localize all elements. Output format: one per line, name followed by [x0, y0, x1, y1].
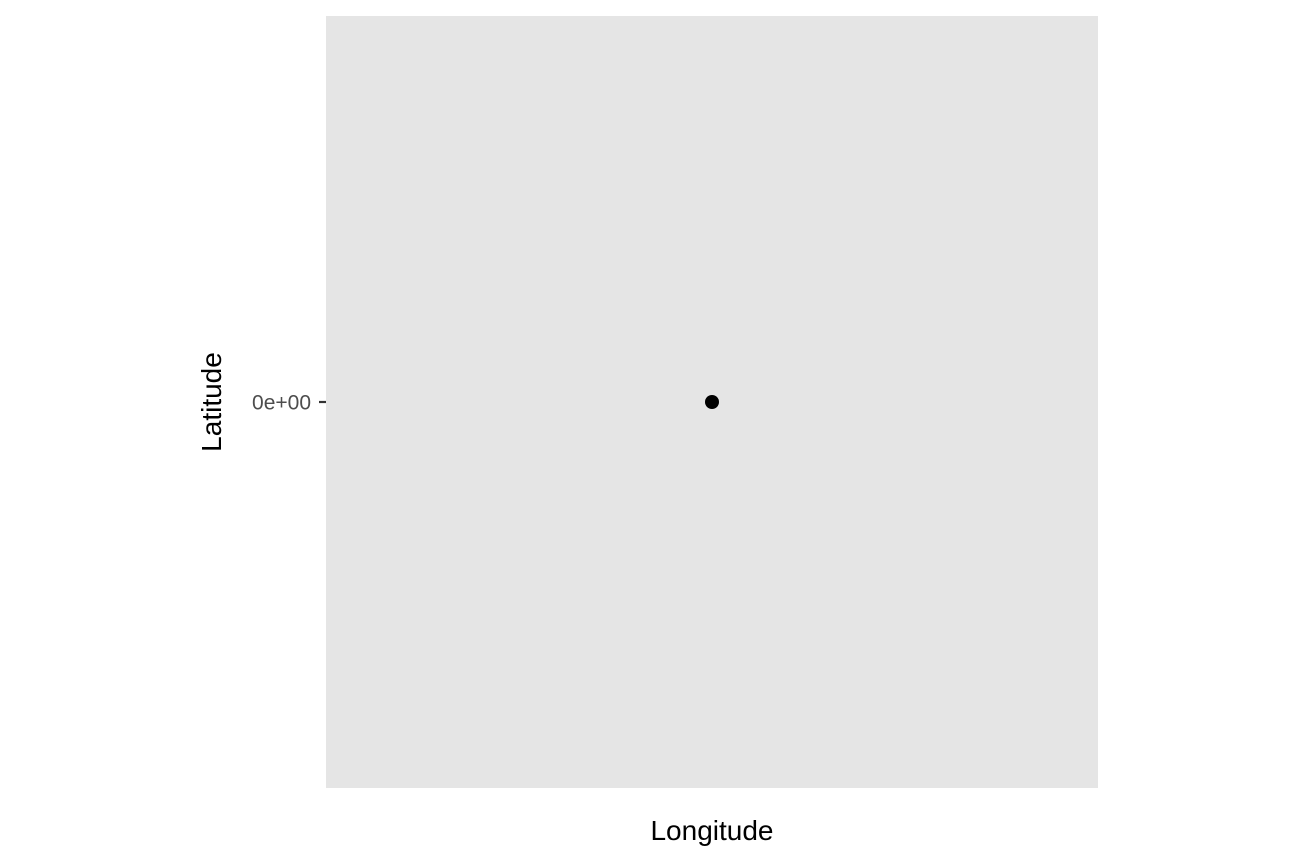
scatter-points — [705, 395, 719, 409]
y-axis-title: Latitude — [196, 352, 227, 452]
y-axis-ticks: 0e+00 — [252, 391, 326, 414]
data-point — [705, 395, 719, 409]
x-axis-title: Longitude — [650, 815, 773, 846]
y-tick-label: 0e+00 — [252, 391, 311, 414]
